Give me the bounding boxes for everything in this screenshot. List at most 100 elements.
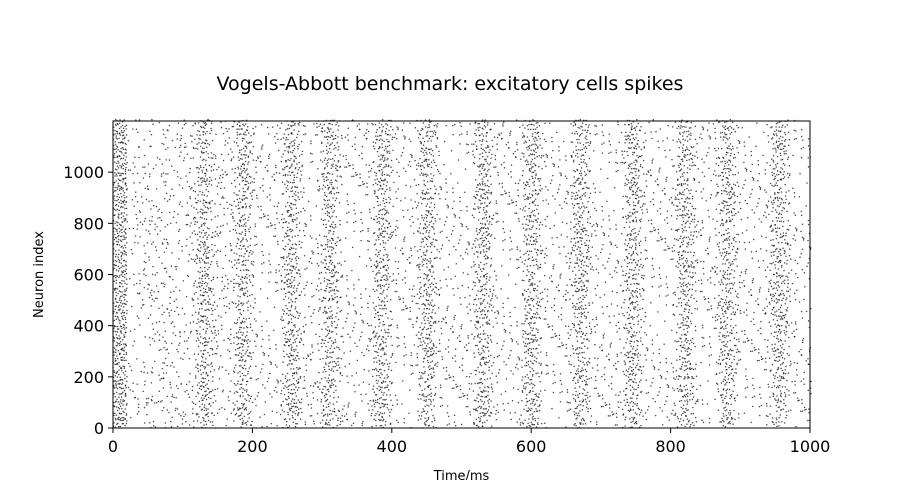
spike-point <box>376 128 378 131</box>
spike-point <box>238 317 241 319</box>
spike-point <box>199 271 201 274</box>
spike-point <box>424 273 427 276</box>
spike-point <box>241 280 243 283</box>
spike-point <box>425 205 428 207</box>
spike-point <box>409 122 411 124</box>
spike-point <box>427 418 430 420</box>
spike-point <box>213 294 215 296</box>
spike-point <box>426 307 429 310</box>
spike-point <box>240 356 243 359</box>
spike-point <box>318 278 320 280</box>
spike-point <box>197 166 199 169</box>
spike-point <box>375 342 378 344</box>
spike-point <box>123 359 126 362</box>
spike-point <box>433 350 435 352</box>
spike-point <box>335 215 338 218</box>
spike-point <box>150 294 153 297</box>
spike-point <box>378 397 381 400</box>
spike-point <box>202 166 205 169</box>
spike-point <box>338 410 341 412</box>
spike-point <box>238 172 241 175</box>
spike-point <box>287 395 290 398</box>
spike-point <box>166 348 169 351</box>
spike-point <box>150 145 152 147</box>
spike-point <box>174 334 177 337</box>
spike-point <box>323 180 326 183</box>
spike-point <box>375 312 377 315</box>
spike-point <box>332 221 334 223</box>
spike-point <box>241 128 243 130</box>
spike-point <box>243 214 246 216</box>
spike-point <box>202 381 204 384</box>
spike-point <box>113 181 116 184</box>
spike-point <box>325 262 327 265</box>
spike-point <box>322 405 325 407</box>
spike-point <box>425 278 428 280</box>
spike-point <box>309 257 312 260</box>
spike-point <box>390 408 393 411</box>
spike-point <box>420 168 423 171</box>
spike-point <box>126 287 128 289</box>
spike-point <box>191 186 193 189</box>
spike-point <box>435 320 437 323</box>
spike-point <box>237 168 240 170</box>
spike-point <box>436 136 439 139</box>
spike-point <box>322 223 325 226</box>
spike-point <box>115 173 118 176</box>
spike-point <box>287 181 290 183</box>
spike-point <box>270 225 272 227</box>
spike-point <box>242 177 244 179</box>
spike-point <box>425 210 428 212</box>
spike-point <box>288 238 290 241</box>
spike-point <box>119 301 122 304</box>
spike-point <box>294 198 296 201</box>
spike-point <box>241 170 243 173</box>
spike-point <box>295 406 297 408</box>
spike-point <box>137 224 139 226</box>
spike-point <box>320 253 323 255</box>
spike-point <box>330 345 333 347</box>
spike-point <box>124 253 126 255</box>
spike-point <box>324 377 326 379</box>
spike-point <box>355 220 357 223</box>
spike-point <box>244 178 246 180</box>
spike-point <box>282 239 284 242</box>
spike-point <box>197 194 199 196</box>
spike-point <box>368 409 370 411</box>
spike-point <box>406 258 409 261</box>
spike-point <box>260 345 263 348</box>
spike-point <box>332 211 334 214</box>
spike-point <box>235 273 238 276</box>
spike-point <box>195 366 197 369</box>
spike-point <box>255 404 257 407</box>
spike-point <box>418 414 420 417</box>
spike-point <box>386 188 388 191</box>
spike-point <box>382 342 385 344</box>
spike-point <box>254 297 256 300</box>
spike-point <box>426 245 429 248</box>
spike-point <box>383 392 385 394</box>
spike-point <box>120 399 122 401</box>
spike-point <box>263 413 266 416</box>
spike-point <box>121 349 123 351</box>
spike-point <box>294 341 297 343</box>
spike-point <box>247 345 249 348</box>
spike-point <box>153 300 155 302</box>
spike-point <box>161 313 163 316</box>
spike-point <box>378 180 380 183</box>
spike-point <box>249 397 252 400</box>
spike-point <box>173 210 176 213</box>
spike-point <box>164 283 166 286</box>
spike-point <box>126 283 128 285</box>
spike-point <box>415 334 418 336</box>
spike-point <box>125 395 127 397</box>
spike-point <box>282 309 284 311</box>
spike-point <box>206 130 208 133</box>
spike-point <box>378 155 380 158</box>
spike-point <box>295 219 297 221</box>
spike-point <box>200 388 203 391</box>
spike-point <box>205 272 207 275</box>
spike-point <box>288 291 291 293</box>
spike-point <box>256 197 258 199</box>
spike-point <box>273 173 275 176</box>
